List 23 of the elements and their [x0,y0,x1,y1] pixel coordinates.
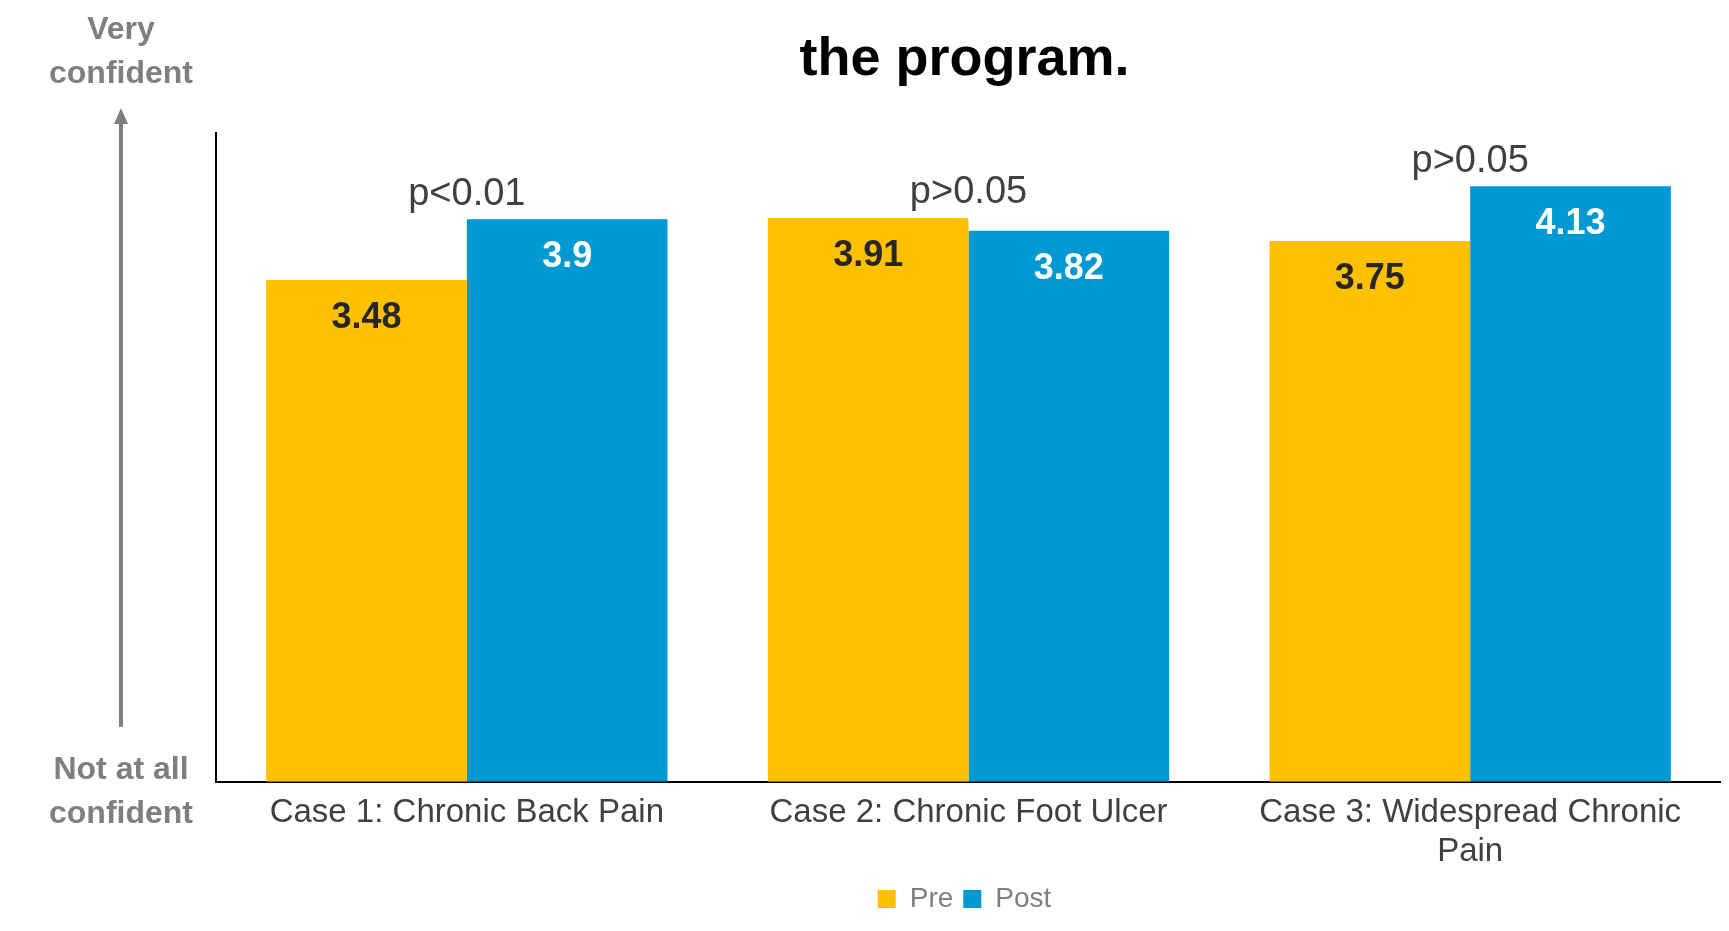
chart-title: the program. [799,26,1130,87]
bar [968,230,1170,782]
bar [1470,186,1671,782]
bar [767,217,969,782]
bar [1269,240,1471,782]
bar [266,279,467,782]
bar [466,219,668,782]
data-label: 3.91 [833,232,904,274]
x-tick-label: Case 2: Chronic Foot Ulcer [769,791,1168,829]
data-label: 3.82 [1033,245,1104,287]
annotation: p>0.05 [909,169,1028,212]
data-label: 3.9 [542,234,593,276]
text: Not at all confident [49,749,194,830]
legend-label: Post [995,881,1052,913]
annotation: p>0.05 [1411,137,1529,180]
data-label: 3.75 [1334,255,1405,297]
data-label: 3.48 [331,294,402,336]
legend-label: Pre [909,881,954,913]
data-label: 4.13 [1535,201,1606,243]
annotation: p<0.01 [408,170,526,213]
text: Very confident [49,9,194,90]
x-tick-label: Case 1: Chronic Back Pain [269,791,665,829]
x-tick-label: Case 3: Widespread Chronic Pain [1259,791,1682,869]
